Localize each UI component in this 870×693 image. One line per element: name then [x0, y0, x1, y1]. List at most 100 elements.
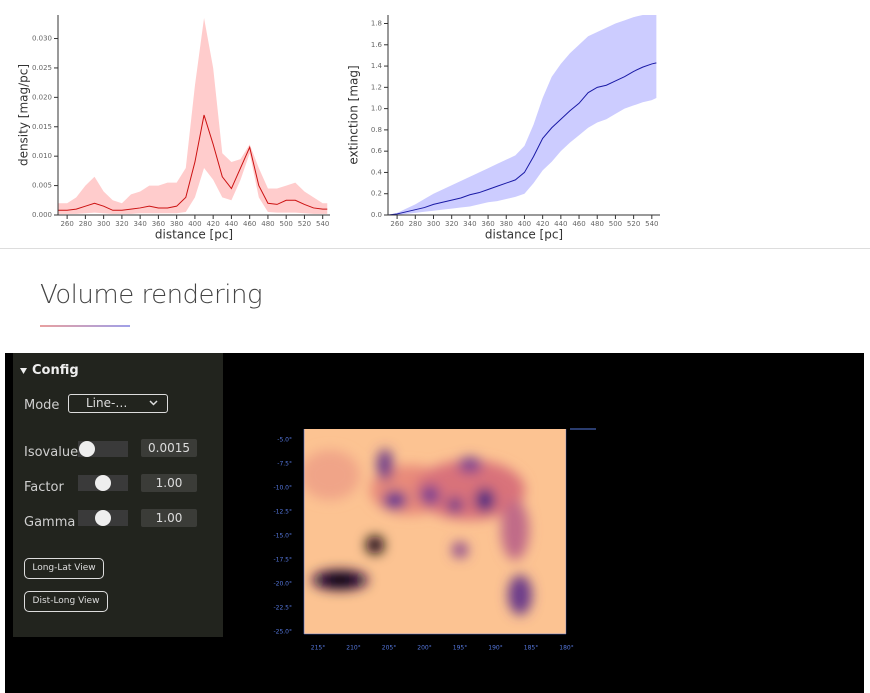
y-tick-label: 0.015 [32, 123, 52, 131]
lat-label: -15.0° [273, 533, 292, 540]
long-label: 185° [524, 645, 538, 652]
dist-long-button[interactable]: Dist-Long View [24, 591, 108, 612]
long-lat-button[interactable]: Long-Lat View [24, 558, 104, 579]
y-tick-label: 0.005 [32, 182, 52, 190]
long-label: 195° [453, 645, 467, 652]
x-tick-label: 320 [115, 220, 128, 228]
long-label: 180° [559, 645, 573, 652]
x-tick-label: 380 [500, 220, 513, 228]
x-tick-label: 320 [445, 220, 458, 228]
y-tick-label: 1.6 [371, 41, 383, 49]
x-tick-label: 360 [152, 220, 165, 228]
gamma-slider[interactable] [78, 510, 128, 526]
y-tick-label: 0.010 [32, 152, 52, 160]
x-tick-label: 380 [170, 220, 183, 228]
x-tick-label: 540 [316, 220, 329, 228]
x-tick-label: 520 [298, 220, 311, 228]
x-tick-label: 440 [554, 220, 567, 228]
y-tick-label: 0.025 [32, 64, 52, 72]
heatmap [304, 449, 532, 615]
lat-label: -22.5° [273, 605, 292, 612]
x-tick-label: 440 [225, 220, 238, 228]
slider-knob[interactable] [95, 475, 111, 491]
config-title[interactable]: Config [32, 363, 79, 378]
x-tick-label: 260 [60, 220, 73, 228]
collapse-icon[interactable] [20, 367, 28, 375]
mode-select[interactable]: Line-… [68, 394, 168, 413]
slider-knob[interactable] [79, 441, 95, 457]
lat-label: -7.5° [277, 461, 292, 468]
x-tick-label: 520 [627, 220, 640, 228]
uncertainty-band [58, 17, 328, 214]
x-tick-label: 280 [79, 220, 92, 228]
volume-plot: -5.0° -7.5° -10.0° -12.5° -15.0° -17.5° -20.0°… [273, 428, 596, 652]
slider-knob[interactable] [95, 510, 111, 526]
x-tick-label: 340 [463, 220, 476, 228]
long-label: 215° [311, 645, 325, 652]
charts: 0.000 0.005 0.010 0.015 0.020 0.025 0.030 260 28… [17, 15, 660, 242]
y-tick-label: 1.8 [371, 20, 382, 28]
y-tick-label: 0.0 [371, 211, 382, 219]
gamma-input[interactable]: 1.00 [141, 509, 197, 527]
x-tick-label: 400 [188, 220, 201, 228]
y-tick-label: 1.2 [371, 83, 382, 91]
y-axis-label: density [mag/pc] [17, 64, 31, 166]
x-tick-label: 480 [261, 220, 274, 228]
section-title: Volume rendering [40, 280, 263, 310]
divider [0, 248, 870, 249]
mode-label: Mode [24, 398, 60, 413]
factor-slider[interactable] [78, 475, 128, 491]
x-tick-label: 480 [591, 220, 604, 228]
mode-value: Line-… [86, 396, 128, 410]
chevron [149, 400, 158, 406]
isovalue-label: Isovalue [24, 445, 79, 460]
y-axis-label: extinction [mag] [347, 65, 361, 164]
lat-label: -25.0° [273, 629, 292, 636]
long-label: 200° [417, 645, 431, 652]
lat-label: -17.5° [273, 557, 292, 564]
x-tick-label: 500 [609, 220, 622, 228]
y-tick-label: 0.2 [371, 190, 382, 198]
y-tick-label: 1.0 [371, 105, 382, 113]
x-axis-label: distance [pc] [485, 228, 563, 242]
y-tick-label: 1.4 [371, 62, 383, 70]
line [58, 114, 328, 211]
y-tick-label: 0.000 [32, 211, 52, 219]
config-panel: Config Mode Line-… Isovalue 0.0015 Facto… [13, 353, 223, 637]
x-tick-label: 500 [280, 220, 293, 228]
x-tick-label: 280 [409, 220, 422, 228]
long-label: 190° [488, 645, 502, 652]
isovalue-input[interactable]: 0.0015 [141, 439, 197, 457]
y-tick-label: 0.030 [32, 35, 52, 43]
x-tick-label: 300 [427, 220, 440, 228]
factor-label: Factor [24, 480, 64, 495]
x-tick-label: 460 [572, 220, 585, 228]
line [387, 62, 657, 216]
y-tick-label: 0.6 [371, 147, 383, 155]
y-tick-label: 0.020 [32, 93, 52, 101]
x-tick-label: 300 [97, 220, 110, 228]
x-tick-label: 420 [536, 220, 549, 228]
uncertainty-band [388, 15, 657, 215]
x-tick-label: 400 [518, 220, 531, 228]
x-tick-label: 460 [243, 220, 256, 228]
x-tick-label: 340 [133, 220, 146, 228]
lat-label: -20.0° [273, 581, 292, 588]
lat-label: -10.0° [273, 485, 292, 492]
y-tick-label: 0.4 [371, 168, 383, 176]
lat-label: -12.5° [273, 509, 292, 516]
gamma-label: Gamma [24, 515, 76, 530]
lat-label: -5.0° [277, 437, 292, 444]
long-label: 205° [382, 645, 396, 652]
x-tick-label: 260 [390, 220, 403, 228]
long-label: 210° [346, 645, 360, 652]
x-axis-label: distance [pc] [155, 228, 233, 242]
x-tick-label: 360 [481, 220, 494, 228]
title-underline [40, 325, 130, 327]
x-tick-label: 540 [645, 220, 658, 228]
factor-input[interactable]: 1.00 [141, 474, 197, 492]
isovalue-slider[interactable] [78, 441, 128, 457]
x-tick-label: 420 [206, 220, 219, 228]
y-tick-label: 0.8 [371, 126, 382, 134]
